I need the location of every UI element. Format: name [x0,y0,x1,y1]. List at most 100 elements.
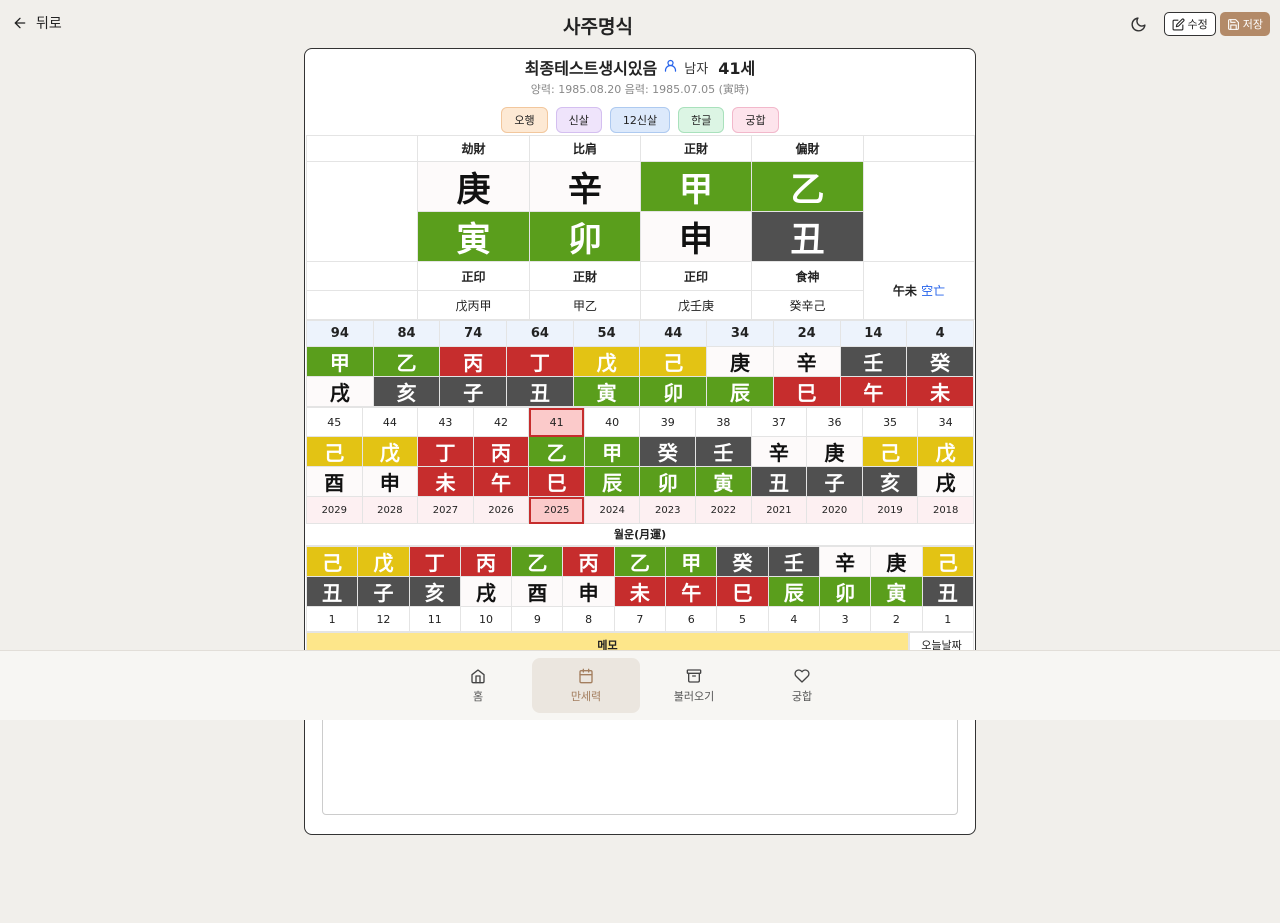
wolun-month[interactable]: 6 [665,606,718,632]
pillar-side [306,161,418,262]
seun-age[interactable]: 39 [639,407,697,437]
seun-branch: 丑 [750,466,808,497]
seun-age[interactable]: 45 [306,407,363,437]
day-branch: 申 [640,211,752,262]
wolun-month[interactable]: 5 [716,606,769,632]
seun-year[interactable]: 2029 [306,496,363,524]
seun-age[interactable]: 40 [583,407,641,437]
edit-icon [1172,17,1185,30]
nav-item[interactable]: 불러오기 [640,658,748,713]
tag-button[interactable]: 오행 [501,107,548,133]
daeun-age[interactable]: 4 [906,320,974,347]
seun-year[interactable]: 2025 [528,496,585,524]
wolun-month[interactable]: 3 [818,606,872,632]
jijanggan: 戊壬庚 [640,290,752,320]
seun-branch: 寅 [695,466,752,497]
wolun-branch: 寅 [870,576,923,607]
seun-age[interactable]: 35 [861,407,919,437]
wolun-month[interactable]: 1 [921,606,975,632]
tag-button[interactable]: 신살 [555,107,602,133]
wolun-month[interactable]: 12 [357,606,410,632]
nav-item[interactable]: 궁합 [748,658,856,713]
back-button[interactable]: 뒤로 [12,13,62,33]
seun-stem: 己 [861,436,919,467]
seun-branch: 酉 [306,466,363,497]
dark-mode-toggle[interactable] [1126,12,1152,36]
seun-branch: 申 [361,466,419,497]
seun-year[interactable]: 2018 [917,496,974,524]
daeun-stem: 丙 [439,346,508,377]
wolun-month[interactable]: 8 [562,606,615,632]
wolun-table: 己戊丁丙乙丙乙甲癸壬辛庚己丑子亥戌酉申未午巳辰卯寅丑 1 12 11 10 9 8 7 6 5 4 3… [305,546,975,632]
seun-year[interactable]: 2024 [583,496,641,524]
seun-year[interactable]: 2020 [806,496,863,524]
daeun-age[interactable]: 64 [506,320,574,347]
daeun-stem: 己 [639,346,708,377]
wolun-stem: 己 [305,546,359,577]
year-branch: 寅 [417,211,530,262]
wolun-month[interactable]: 11 [408,606,461,632]
edit-button[interactable]: 수정 [1163,12,1216,36]
wolun-branch: 亥 [408,576,461,607]
nav-item[interactable]: 만세력 [532,658,640,713]
daeun-table: 94 84 74 64 54 44 34 24 14 4 甲乙丙丁戊己庚辛壬癸戌亥子丑寅卯辰巳午未 [306,320,974,407]
daeun-age[interactable]: 24 [772,320,841,347]
seun-age[interactable]: 38 [695,407,752,437]
seun-year[interactable]: 2021 [750,496,808,524]
wolun-month[interactable]: 9 [511,606,564,632]
seun-age[interactable]: 42 [472,407,530,437]
seun-year[interactable]: 2019 [861,496,919,524]
memo-textarea[interactable] [322,714,958,815]
pillar-corner [863,135,975,162]
wolun-stem: 庚 [870,546,923,577]
daeun-age[interactable]: 74 [439,320,508,347]
daeun-age[interactable]: 14 [839,320,908,347]
seun-branch: 巳 [528,466,585,497]
wolun-branch: 卯 [818,576,872,607]
seun-age[interactable]: 43 [417,407,474,437]
daeun-age[interactable]: 84 [372,320,441,347]
seun-table: 45 44 43 42 41 40 39 38 37 36 35 34 己戊丁丙乙甲癸壬辛庚己戊酉申未午… [306,407,974,524]
seun-stem: 乙 [528,436,585,467]
save-button[interactable]: 저장 [1219,12,1270,36]
seun-year[interactable]: 2026 [472,496,530,524]
sipsin-bottom: 正印 [417,261,530,291]
profile-gender: 남자 [684,61,709,77]
tag-button[interactable]: 한글 [678,107,725,133]
seun-year[interactable]: 2023 [639,496,697,524]
daeun-branch: 戌 [306,376,374,407]
seun-age[interactable]: 41 [528,407,585,437]
seun-age[interactable]: 37 [750,407,808,437]
daeun-age[interactable]: 34 [706,320,774,347]
profile-name: 최종테스트생시있음 [524,59,658,78]
wolun-month[interactable]: 7 [613,606,667,632]
daeun-age[interactable]: 94 [306,320,374,347]
wolun-month[interactable]: 10 [459,606,513,632]
seun-year[interactable]: 2022 [695,496,752,524]
nav-item[interactable]: 홈 [424,658,532,713]
seun-year[interactable]: 2028 [361,496,419,524]
wolun-branch: 申 [562,576,615,607]
sipsin-bottom: 正財 [529,261,641,291]
wolun-month[interactable]: 4 [767,606,820,632]
tag-button[interactable]: 궁합 [732,107,779,133]
seun-branch: 未 [417,466,474,497]
wolun-branch: 子 [357,576,410,607]
gongmang-label[interactable]: 空亡 [921,284,946,298]
daeun-stem: 壬 [839,346,908,377]
wolun-month[interactable]: 2 [870,606,923,632]
seun-age[interactable]: 44 [361,407,419,437]
year-stem: 庚 [417,161,530,212]
day-stem: 甲 [640,161,752,212]
daeun-age[interactable]: 54 [572,320,641,347]
daeun-stem: 癸 [906,346,974,377]
daeun-stem: 辛 [772,346,841,377]
tag-button[interactable]: 12신살 [609,107,671,133]
gongmang: 午未 空亡 [863,261,975,320]
wolun-month[interactable]: 1 [305,606,359,632]
seun-age[interactable]: 36 [806,407,863,437]
daeun-age[interactable]: 44 [639,320,708,347]
seun-age[interactable]: 34 [917,407,974,437]
seun-year[interactable]: 2027 [417,496,474,524]
wolun-stem: 乙 [613,546,667,577]
